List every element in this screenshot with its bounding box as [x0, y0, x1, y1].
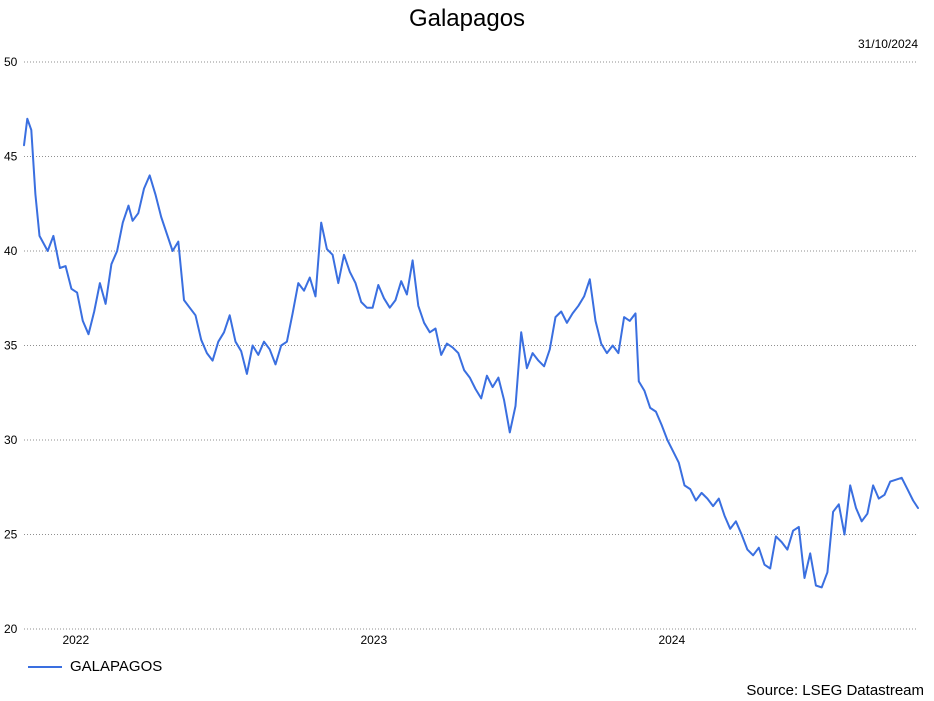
x-tick-label: 2023: [360, 633, 387, 647]
gridlines: [24, 61, 918, 630]
y-tick-label: 50: [4, 55, 18, 69]
x-axis: 2022 2023 2024: [62, 633, 685, 647]
y-tick-label: 25: [4, 528, 18, 542]
as-of-date: 31/10/2024: [857, 37, 918, 51]
y-tick-label: 40: [4, 244, 18, 258]
y-tick-label: 20: [4, 622, 18, 636]
y-tick-label: 45: [4, 150, 18, 164]
legend: GALAPAGOS: [28, 658, 162, 675]
chart-title: Galapagos: [408, 5, 526, 32]
source-note: Source: LSEG Datastream: [746, 682, 924, 699]
y-tick-label: 35: [4, 339, 18, 353]
legend-label: GALAPAGOS: [70, 658, 163, 675]
series-line-galapagos: [23, 117, 919, 589]
legend-swatch: [28, 665, 62, 668]
y-axis: 20 25 30 35 40 45 50: [4, 55, 18, 636]
x-tick-label: 2024: [658, 633, 685, 647]
y-tick-label: 30: [4, 433, 18, 447]
x-tick-label: 2022: [62, 633, 89, 647]
